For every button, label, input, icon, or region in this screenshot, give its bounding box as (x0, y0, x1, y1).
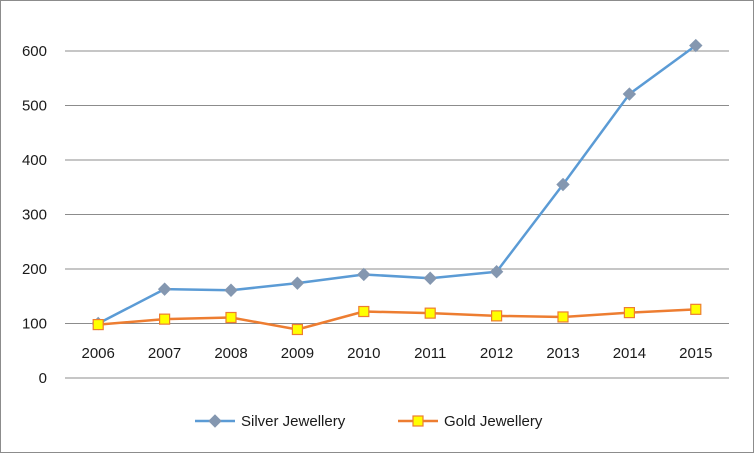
x-tick-label: 2012 (480, 345, 513, 362)
y-tick-label: 500 (22, 98, 47, 115)
x-tick-label: 2015 (679, 345, 712, 362)
data-point (159, 313, 171, 325)
x-tick-label: 2006 (82, 345, 115, 362)
data-point (491, 310, 503, 322)
x-tick-label: 2007 (148, 345, 181, 362)
y-tick-label: 600 (22, 43, 47, 60)
y-tick-label: 0 (39, 370, 47, 387)
y-tick-label: 200 (22, 261, 47, 278)
series-silver-jewellery (91, 38, 703, 331)
legend-label: Gold Jewellery (444, 413, 543, 430)
data-point (92, 318, 104, 331)
data-point (291, 323, 303, 336)
data-point (623, 307, 636, 319)
data-point (622, 87, 637, 101)
y-tick-label: 400 (22, 152, 47, 169)
data-point (489, 265, 504, 279)
gridlines (65, 50, 729, 379)
legend: Silver Jewellery Gold Jewellery (195, 413, 543, 430)
x-tick-label: 2014 (613, 345, 646, 362)
data-point (557, 311, 569, 323)
data-point (157, 282, 172, 296)
data-point (357, 267, 371, 282)
series-gold-jewellery (92, 303, 702, 336)
x-tick-label: 2010 (347, 345, 380, 362)
data-point (358, 305, 370, 318)
series-line (97, 44, 697, 325)
legend-marker (208, 414, 222, 428)
y-axis-tick-labels: 0 100 200 300 400 500 600 (22, 43, 47, 387)
data-point (689, 38, 703, 53)
legend-label: Silver Jewellery (241, 413, 346, 430)
x-tick-label: 2009 (281, 345, 314, 362)
x-tick-label: 2008 (214, 345, 247, 362)
x-tick-label: 2011 (414, 345, 446, 362)
data-point (690, 303, 702, 315)
y-tick-label: 100 (22, 316, 47, 333)
data-point (424, 307, 436, 319)
data-point (290, 276, 305, 290)
data-point (225, 311, 237, 324)
x-tick-label: 2013 (546, 345, 579, 362)
x-axis-tick-labels: 2006 2007 2008 2009 2010 2011 2012 2013 2014 2015 (82, 345, 713, 362)
y-tick-label: 300 (22, 207, 47, 224)
legend-item: Silver Jewellery (195, 413, 346, 430)
series-line (98, 308, 696, 331)
data-point (224, 283, 238, 297)
legend-marker (412, 415, 424, 427)
series-lines (91, 38, 703, 336)
data-point (423, 271, 437, 285)
data-point (556, 177, 570, 192)
legend-item: Gold Jewellery (398, 413, 543, 430)
